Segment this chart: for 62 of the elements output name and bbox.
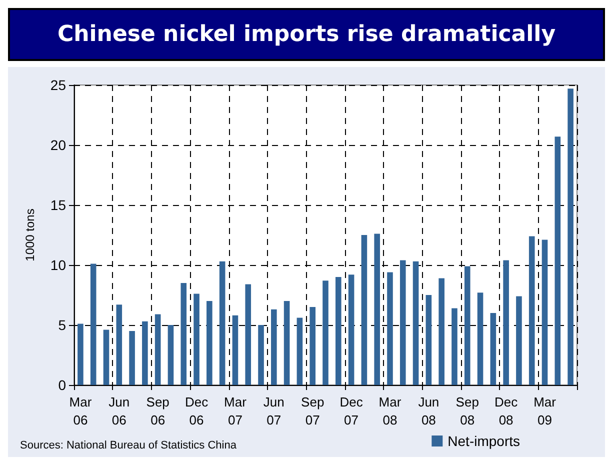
x-tick-label: Dec 06 — [184, 394, 209, 428]
bar — [374, 234, 380, 385]
bar — [168, 325, 174, 385]
bar — [387, 272, 393, 385]
x-tick-label: Sep 07 — [301, 394, 324, 428]
bar — [219, 261, 226, 385]
bar — [78, 324, 84, 385]
bar — [568, 88, 574, 385]
bar — [542, 240, 548, 385]
y-tick-label: 25 — [50, 77, 66, 93]
bar — [284, 301, 290, 385]
bar — [296, 318, 303, 385]
bar — [322, 280, 328, 385]
bar — [258, 325, 264, 385]
bar — [310, 307, 316, 385]
bar — [232, 315, 238, 385]
x-tick-label: Jun 08 — [418, 394, 440, 428]
bar — [206, 301, 212, 385]
x-tick-label: Mar 07 — [224, 394, 248, 428]
bar — [129, 331, 135, 385]
bar — [180, 283, 187, 385]
bar — [426, 295, 432, 385]
bar — [503, 260, 509, 385]
y-tick-label: 0 — [58, 377, 66, 393]
y-tick-label: 10 — [50, 257, 66, 273]
bar — [438, 278, 444, 385]
x-tick-label: Jun 06 — [108, 394, 130, 428]
bar — [528, 236, 535, 385]
y-tick-label: 5 — [58, 317, 66, 333]
bar — [412, 261, 419, 385]
bar — [554, 136, 561, 385]
x-tick-label: Sep 06 — [146, 394, 170, 428]
y-tick-label: 20 — [50, 137, 66, 153]
x-tick-label: Mar 08 — [378, 394, 402, 428]
bar — [452, 308, 458, 385]
y-tick-label: 15 — [50, 197, 66, 213]
bar — [348, 274, 354, 385]
bar — [477, 292, 484, 385]
bar — [400, 260, 406, 385]
x-tick-label: Sep 08 — [456, 394, 479, 428]
bar — [142, 321, 148, 385]
chart-title: Chinese nickel imports rise dramatically — [8, 8, 605, 61]
x-tick-label: Jun 07 — [263, 394, 284, 428]
bar — [490, 313, 496, 385]
bar — [194, 294, 200, 385]
x-tick-label: Mar 09 — [534, 394, 557, 428]
x-tick-label: Dec 07 — [340, 394, 364, 428]
bar — [116, 304, 122, 385]
bar — [271, 309, 277, 385]
bar — [361, 235, 368, 385]
legend-label: Net-imports — [448, 433, 520, 449]
bar — [516, 296, 522, 385]
bar — [464, 266, 470, 385]
bar — [154, 314, 161, 385]
bar — [335, 277, 342, 385]
source-note: Sources: National Bureau of Statistics China — [20, 440, 238, 452]
y-axis-title: 1000 tons — [23, 208, 37, 262]
bar — [90, 264, 96, 385]
bar — [103, 330, 110, 385]
bar — [245, 284, 252, 385]
x-tick-label: Mar 06 — [69, 394, 92, 428]
x-tick-label: Dec 08 — [494, 394, 518, 428]
